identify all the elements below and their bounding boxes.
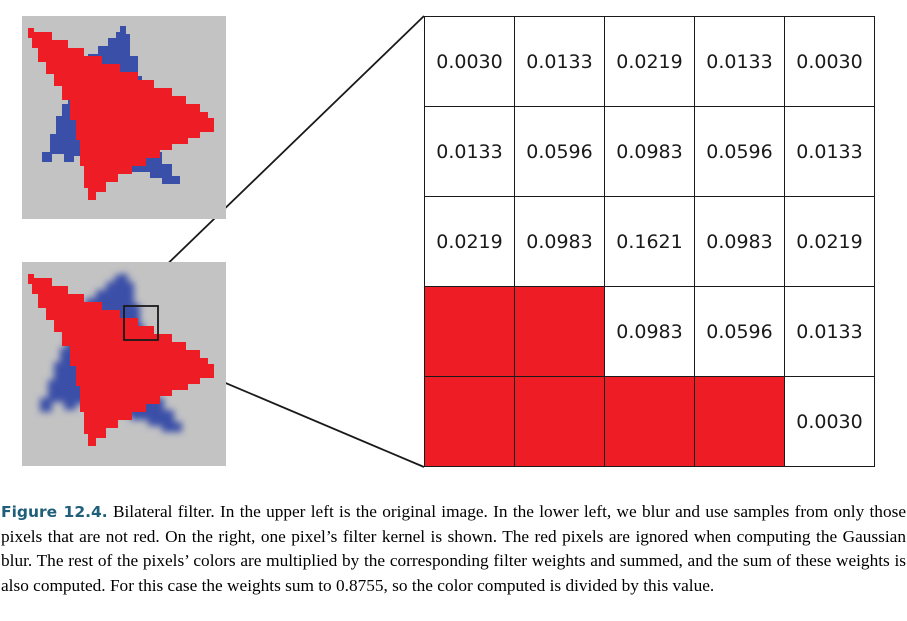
kernel-cell: 0.0030 bbox=[784, 376, 875, 467]
kernel-cell-masked bbox=[694, 376, 785, 467]
kernel-cell-masked bbox=[514, 286, 605, 377]
original-image bbox=[22, 16, 226, 219]
kernel-cell: 0.0596 bbox=[694, 106, 785, 197]
kernel-cell-masked bbox=[424, 376, 515, 467]
kernel-cell: 0.0219 bbox=[604, 16, 695, 107]
kernel-cell: 0.0983 bbox=[514, 196, 605, 287]
kernel-cell: 0.0133 bbox=[784, 106, 875, 197]
zoom-selection-box bbox=[123, 305, 159, 341]
kernel-cell-masked bbox=[514, 376, 605, 467]
kernel-cell: 0.0030 bbox=[784, 16, 875, 107]
caption-label: Figure 12.4. bbox=[1, 503, 108, 521]
kernel-row: 0.0219 0.0983 0.1621 0.0983 0.0219 bbox=[424, 196, 875, 287]
kernel-cell: 0.0983 bbox=[604, 106, 695, 197]
kernel-cell: 0.0596 bbox=[694, 286, 785, 377]
caption-text: Bilateral filter. In the upper left is t… bbox=[1, 502, 906, 595]
kernel-cell: 0.0983 bbox=[604, 286, 695, 377]
kernel-cell: 0.0219 bbox=[424, 196, 515, 287]
kernel-cell-masked bbox=[424, 286, 515, 377]
figure-caption: Figure 12.4. Bilateral filter. In the up… bbox=[1, 500, 906, 598]
kernel-cell: 0.0030 bbox=[424, 16, 515, 107]
filter-kernel-grid: 0.0030 0.0133 0.0219 0.0133 0.0030 0.0133 0.05… bbox=[424, 16, 875, 467]
kernel-row: 0.0030 bbox=[424, 376, 875, 467]
red-triangle-shape bbox=[28, 28, 214, 200]
kernel-cell: 0.0596 bbox=[514, 106, 605, 197]
blurred-image bbox=[22, 262, 226, 466]
kernel-row: 0.0983 0.0596 0.0133 bbox=[424, 286, 875, 377]
kernel-row: 0.0133 0.0596 0.0983 0.0596 0.0133 bbox=[424, 106, 875, 197]
kernel-cell: 0.0133 bbox=[694, 16, 785, 107]
kernel-cell: 0.0983 bbox=[694, 196, 785, 287]
kernel-cell: 0.0133 bbox=[514, 16, 605, 107]
kernel-cell: 0.0133 bbox=[784, 286, 875, 377]
kernel-cell-masked bbox=[604, 376, 695, 467]
kernel-cell: 0.0133 bbox=[424, 106, 515, 197]
kernel-cell: 0.1621 bbox=[604, 196, 695, 287]
kernel-cell: 0.0219 bbox=[784, 196, 875, 287]
red-triangle-shape bbox=[28, 274, 214, 446]
kernel-row: 0.0030 0.0133 0.0219 0.0133 0.0030 bbox=[424, 16, 875, 107]
